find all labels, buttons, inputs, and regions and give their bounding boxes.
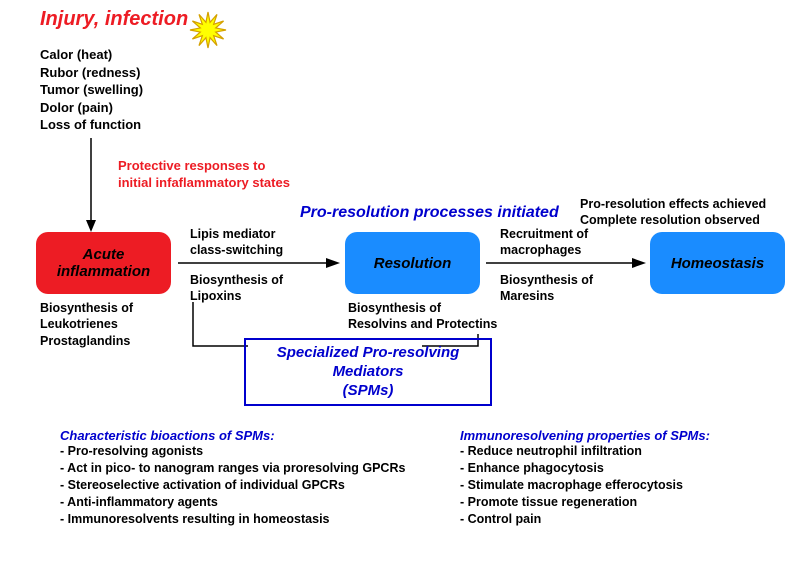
left-list-title: Characteristic bioactions of SPMs: (60, 428, 420, 443)
spm-line: (SPMs) (254, 382, 482, 401)
title: Injury, infection (40, 8, 188, 31)
list-item: - Promote tissue regeneration (460, 494, 780, 511)
spm-line: Specialized Pro-resolving Mediators (254, 344, 482, 382)
arrow1-top-label: Lipis mediator class-switching (190, 226, 283, 259)
list-item: - Anti-inflammatory agents (60, 494, 420, 511)
burst-icon (188, 10, 228, 50)
sign-item: Loss of function (40, 116, 143, 134)
list-item: - Stimulate macrophage efferocytosis (460, 477, 780, 494)
box-acute-inflammation: Acute inflammation (36, 232, 171, 294)
protective-line: Protective responses to (118, 158, 290, 175)
box-resolution: Resolution (345, 232, 480, 294)
left-list-body: - Pro-resolving agonists - Act in pico- … (60, 443, 420, 527)
arrow-down (84, 138, 98, 232)
right-list-body: - Reduce neutrophil infiltration - Enhan… (460, 443, 780, 527)
sign-item: Calor (heat) (40, 46, 143, 64)
list-item: - Enhance phagocytosis (460, 460, 780, 477)
box-homeostasis: Homeostasis (650, 232, 785, 294)
list-item: - Pro-resolving agonists (60, 443, 420, 460)
list-item: - Immunoresolvents resulting in homeosta… (60, 511, 420, 528)
sign-item: Rubor (redness) (40, 64, 143, 82)
sign-item: Dolor (pain) (40, 99, 143, 117)
right-list-title: Immunoresolvening properties of SPMs: (460, 428, 780, 443)
outcome-text: Pro-resolution effects achieved Complete… (580, 196, 766, 229)
sign-item: Tumor (swelling) (40, 81, 143, 99)
outcome-line: Complete resolution observed (580, 212, 766, 228)
left-list: Characteristic bioactions of SPMs: - Pro… (60, 428, 420, 527)
right-list: Immunoresolvening properties of SPMs: - … (460, 428, 780, 527)
outcome-line: Pro-resolution effects achieved (580, 196, 766, 212)
list-item: - Act in pico- to nanogram ranges via pr… (60, 460, 420, 477)
under-acute: Biosynthesis of Leukotrienes Prostagland… (40, 300, 133, 349)
spm-box: Specialized Pro-resolving Mediators (SPM… (244, 338, 492, 406)
cardinal-signs: Calor (heat) Rubor (redness) Tumor (swel… (40, 46, 143, 134)
protective-line: initial infaflammatory states (118, 175, 290, 192)
list-item: - Stereoselective activation of individu… (60, 477, 420, 494)
arrow2-bottom-label: Biosynthesis of Maresins (500, 272, 593, 305)
protective-text: Protective responses to initial infaflam… (118, 158, 290, 192)
pro-resolution-header: Pro-resolution processes initiated (300, 204, 559, 222)
arrow2-top-label: Recruitment of macrophages (500, 226, 588, 259)
list-item: - Reduce neutrophil infiltration (460, 443, 780, 460)
list-item: - Control pain (460, 511, 780, 528)
